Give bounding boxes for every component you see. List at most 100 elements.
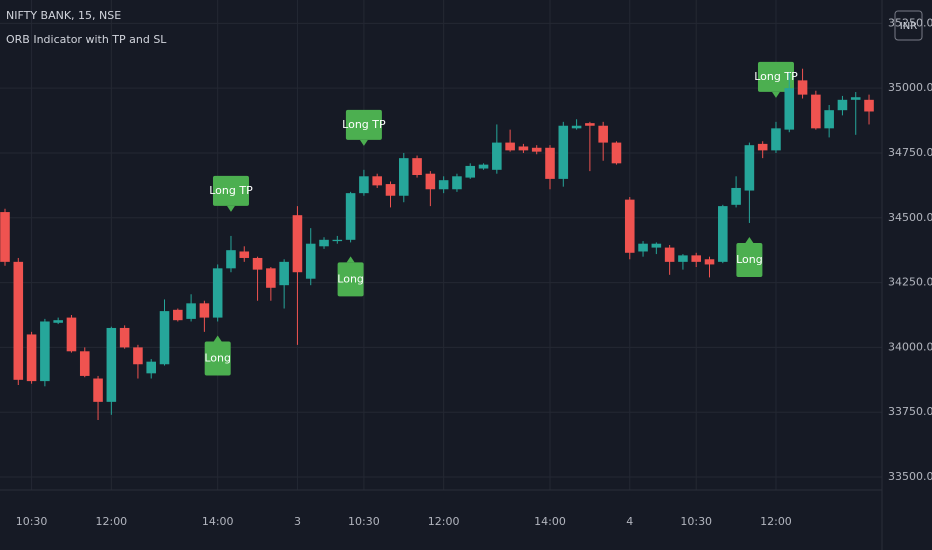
y-tick-label: 35250.00: [888, 16, 932, 29]
candle-body: [704, 259, 715, 265]
signal-box: [204, 341, 231, 376]
candle-body: [598, 125, 608, 143]
candle-body: [545, 147, 555, 179]
candle-body: [797, 80, 808, 95]
signal-pointer: [213, 335, 222, 342]
candle-body: [412, 158, 422, 175]
candle-body: [13, 261, 24, 380]
candle-body: [93, 378, 103, 402]
x-tick-label: 14:00: [534, 515, 566, 528]
x-tick-label: 12:00: [428, 515, 460, 528]
x-tick-label: 10:30: [348, 515, 380, 528]
candle-body: [558, 125, 569, 179]
y-tick-label: 34250.00: [888, 276, 932, 289]
grid: [0, 0, 882, 490]
candle-body: [744, 145, 755, 191]
candle-body: [226, 250, 236, 269]
candle-body: [385, 184, 396, 196]
candle-body: [146, 361, 157, 374]
signal-box: [345, 109, 382, 140]
candle-body: [26, 334, 37, 382]
signal-label: Long: [337, 272, 364, 285]
chart-title: NIFTY BANK, 15, NSE: [6, 9, 121, 22]
candle-body: [173, 309, 183, 321]
candle-body: [305, 243, 316, 279]
signal-label: Long TP: [342, 118, 386, 131]
candle-body: [452, 176, 462, 190]
candle-body: [79, 351, 90, 376]
candle-body: [252, 257, 263, 270]
candle-body: [824, 110, 834, 129]
candle-body: [664, 247, 675, 262]
candle-body: [332, 239, 343, 242]
signal-box: [757, 61, 794, 92]
candle-body: [691, 255, 702, 262]
signal-pointer: [771, 91, 780, 98]
candle-body: [359, 176, 369, 194]
candle-body: [345, 193, 356, 240]
signal-label: Long: [204, 351, 231, 364]
candle-body: [199, 303, 210, 318]
candle-body: [678, 255, 688, 262]
candle-body: [784, 88, 795, 130]
signal-pointer: [745, 236, 754, 243]
signal-label: Long TP: [754, 70, 798, 83]
y-tick-label: 33750.00: [888, 405, 932, 418]
candle-body: [585, 123, 595, 126]
candle-body: [771, 128, 781, 151]
currency-label[interactable]: INR: [900, 21, 917, 32]
candle-body: [571, 125, 582, 129]
indicator-name: ORB Indicator with TP and SL: [6, 33, 167, 46]
x-tick-label: 12:00: [95, 515, 127, 528]
candle-body: [159, 311, 170, 365]
x-tick-label: 14:00: [202, 515, 234, 528]
candle-body: [465, 165, 476, 178]
x-tick-label: 12:00: [760, 515, 792, 528]
candle-body: [850, 97, 861, 100]
x-tick-label: 10:30: [680, 515, 712, 528]
candle-body: [757, 143, 768, 151]
candle-body: [53, 320, 63, 323]
signal-pointer: [226, 205, 235, 212]
candle-body: [837, 99, 848, 111]
candle-body: [864, 99, 874, 112]
candle-body: [106, 327, 117, 402]
candle-body: [186, 303, 196, 319]
candle-body: [651, 243, 662, 248]
candle-body: [478, 164, 489, 169]
y-tick-label: 34000.00: [888, 340, 932, 353]
y-tick-label: 35000.00: [888, 81, 932, 94]
candle-body: [505, 142, 515, 151]
candle-body: [239, 251, 250, 258]
candle-body: [518, 146, 529, 151]
x-tick-label: 4: [626, 515, 633, 528]
candle-body: [119, 327, 130, 348]
signal-box: [337, 262, 364, 297]
candle-body: [0, 212, 10, 262]
candle-body: [40, 321, 50, 382]
candle-body: [212, 268, 223, 318]
signal-label: Long TP: [209, 184, 253, 197]
x-tick-label: 3: [294, 515, 301, 528]
candle-body: [718, 206, 728, 262]
candle-body: [372, 176, 382, 186]
y-tick-label: 34750.00: [888, 146, 932, 159]
currency-box[interactable]: [894, 10, 923, 41]
candle-body: [319, 239, 329, 247]
candles: Long Long TP Long Long TP Long Long TP: [0, 61, 874, 420]
signal-label: Long: [736, 253, 763, 266]
candle-body: [133, 347, 143, 365]
candle-body: [531, 147, 542, 152]
candle-body: [279, 261, 289, 286]
signal-box: [212, 175, 249, 206]
candle-body: [731, 187, 741, 205]
candle-body: [66, 317, 77, 352]
candle-body: [292, 215, 303, 273]
signal-box: [736, 242, 763, 277]
candle-body: [638, 243, 648, 252]
y-tick-label: 33500.00: [888, 470, 932, 483]
x-tick-label: 10:30: [16, 515, 48, 528]
candle-body: [398, 158, 409, 196]
